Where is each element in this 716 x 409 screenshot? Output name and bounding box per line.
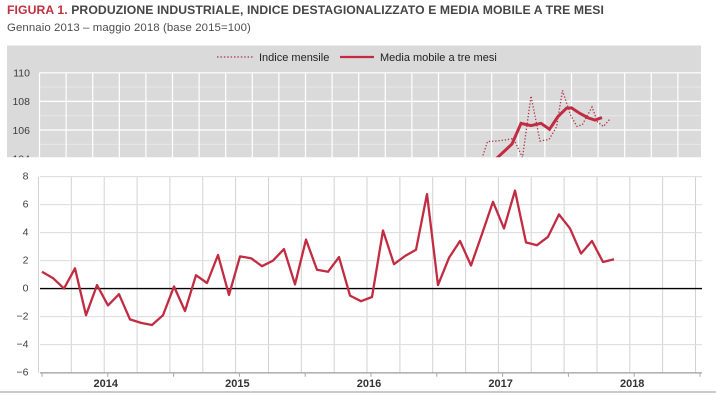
svg-text:0: 0 [23, 283, 29, 295]
svg-text:2016: 2016 [357, 378, 381, 390]
svg-text:Media mobile a tre mesi: Media mobile a tre mesi [380, 52, 497, 64]
svg-text:Indice mensile: Indice mensile [259, 52, 329, 64]
svg-text:108: 108 [12, 96, 30, 108]
svg-text:2018: 2018 [620, 378, 644, 390]
svg-text:6: 6 [23, 199, 29, 211]
svg-text:FIGURA 1. PRODUZIONE INDUSTRIA: FIGURA 1. PRODUZIONE INDUSTRIALE, INDICE… [7, 3, 604, 17]
svg-text:−6: −6 [17, 367, 29, 379]
svg-text:8: 8 [23, 171, 29, 183]
svg-text:2017: 2017 [488, 378, 512, 390]
svg-text:−4: −4 [17, 339, 29, 351]
svg-text:106: 106 [12, 125, 30, 137]
svg-text:4: 4 [23, 227, 29, 239]
svg-text:2: 2 [23, 255, 29, 267]
svg-text:−2: −2 [17, 311, 29, 323]
svg-text:104: 104 [12, 153, 30, 165]
svg-text:Gennaio 2013 – maggio 2018 (ba: Gennaio 2013 – maggio 2018 (base 2015=10… [7, 22, 251, 34]
svg-text:2015: 2015 [225, 378, 249, 390]
svg-text:2014: 2014 [94, 378, 119, 390]
svg-text:110: 110 [13, 68, 30, 80]
